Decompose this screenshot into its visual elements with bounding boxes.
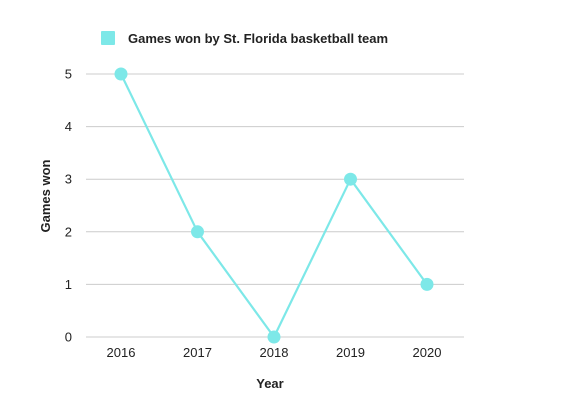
x-tick-label-2018: 2018 xyxy=(260,345,289,360)
y-tick-label-2: 2 xyxy=(65,224,72,239)
legend-label: Games won by St. Florida basketball team xyxy=(128,31,388,46)
y-axis-ticks: 0 1 2 3 4 5 xyxy=(65,67,72,345)
series-line-0 xyxy=(120,73,428,339)
data-point-2018 xyxy=(267,330,281,344)
legend-swatch xyxy=(101,31,115,45)
x-axis-ticks: 2016 2017 2018 2019 2020 xyxy=(107,345,442,360)
x-tick-label-2019: 2019 xyxy=(336,345,365,360)
y-axis-title: Games won xyxy=(38,159,53,232)
x-tick-label-2017: 2017 xyxy=(183,345,212,360)
x-tick-label-2016: 2016 xyxy=(107,345,136,360)
data-point-2016 xyxy=(114,67,128,81)
y-tick-label-3: 3 xyxy=(65,172,72,187)
y-tick-label-0: 0 xyxy=(65,330,72,345)
data-point-2019 xyxy=(344,172,357,186)
y-tick-label-5: 5 xyxy=(65,67,72,82)
data-point-2020 xyxy=(420,277,434,291)
legend[interactable]: Games won by St. Florida basketball team xyxy=(101,31,388,46)
x-tick-label-2020: 2020 xyxy=(413,345,442,360)
data-point-2017 xyxy=(191,225,204,239)
gridlines xyxy=(86,73,464,338)
y-tick-label-4: 4 xyxy=(65,119,72,134)
series-line-group xyxy=(114,67,434,344)
x-axis-title: Year xyxy=(256,376,283,391)
y-tick-label-1: 1 xyxy=(65,277,72,292)
